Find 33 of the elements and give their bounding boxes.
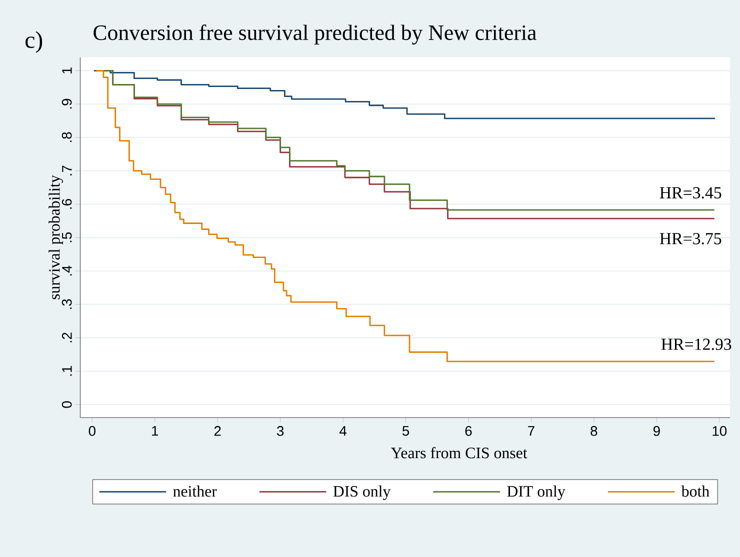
y-tick-label: .4 <box>62 266 72 276</box>
x-tick-label: 4 <box>339 426 346 436</box>
y-tick-label: .2 <box>62 332 72 342</box>
x-tick-label: 6 <box>465 426 472 436</box>
x-tick-label: 5 <box>402 426 410 436</box>
legend-label: both <box>681 485 710 497</box>
x-tick-label: 10 <box>712 426 727 436</box>
y-tick-label: .6 <box>62 198 72 209</box>
annotation: HR=3.75 <box>660 232 722 244</box>
annotation: HR=3.45 <box>660 187 722 199</box>
x-tick-label: 7 <box>528 426 534 436</box>
chart-title: Conversion free survival predicted by New criteria <box>94 24 536 45</box>
x-tick-label: 8 <box>590 426 598 436</box>
legend-label: DIT only <box>507 485 566 500</box>
y-tick-label: .8 <box>62 132 72 142</box>
y-tick-label: .1 <box>62 366 72 376</box>
y-tick-label: 1 <box>62 67 72 74</box>
y-tick-label: .3 <box>62 299 72 309</box>
legend-label: DIS only <box>333 485 391 500</box>
y-tick-label: .7 <box>62 166 72 176</box>
y-tick-label: .5 <box>62 232 72 242</box>
x-axis-title: Years from CIS onset <box>390 446 528 458</box>
legend-label: neither <box>173 485 217 497</box>
text: c) <box>26 31 42 53</box>
x-tick-label: 2 <box>214 426 221 436</box>
x-tick-label: 1 <box>152 426 158 436</box>
x-tick-label: 0 <box>88 426 96 436</box>
y-tick-label: 0 <box>62 401 72 408</box>
x-tick-label: 3 <box>276 426 284 436</box>
annotation: HR=12.93 <box>661 338 732 350</box>
y-tick-label: .9 <box>62 98 72 109</box>
x-tick-label: 9 <box>653 426 660 436</box>
y-axis-title: survival probability <box>48 175 64 300</box>
